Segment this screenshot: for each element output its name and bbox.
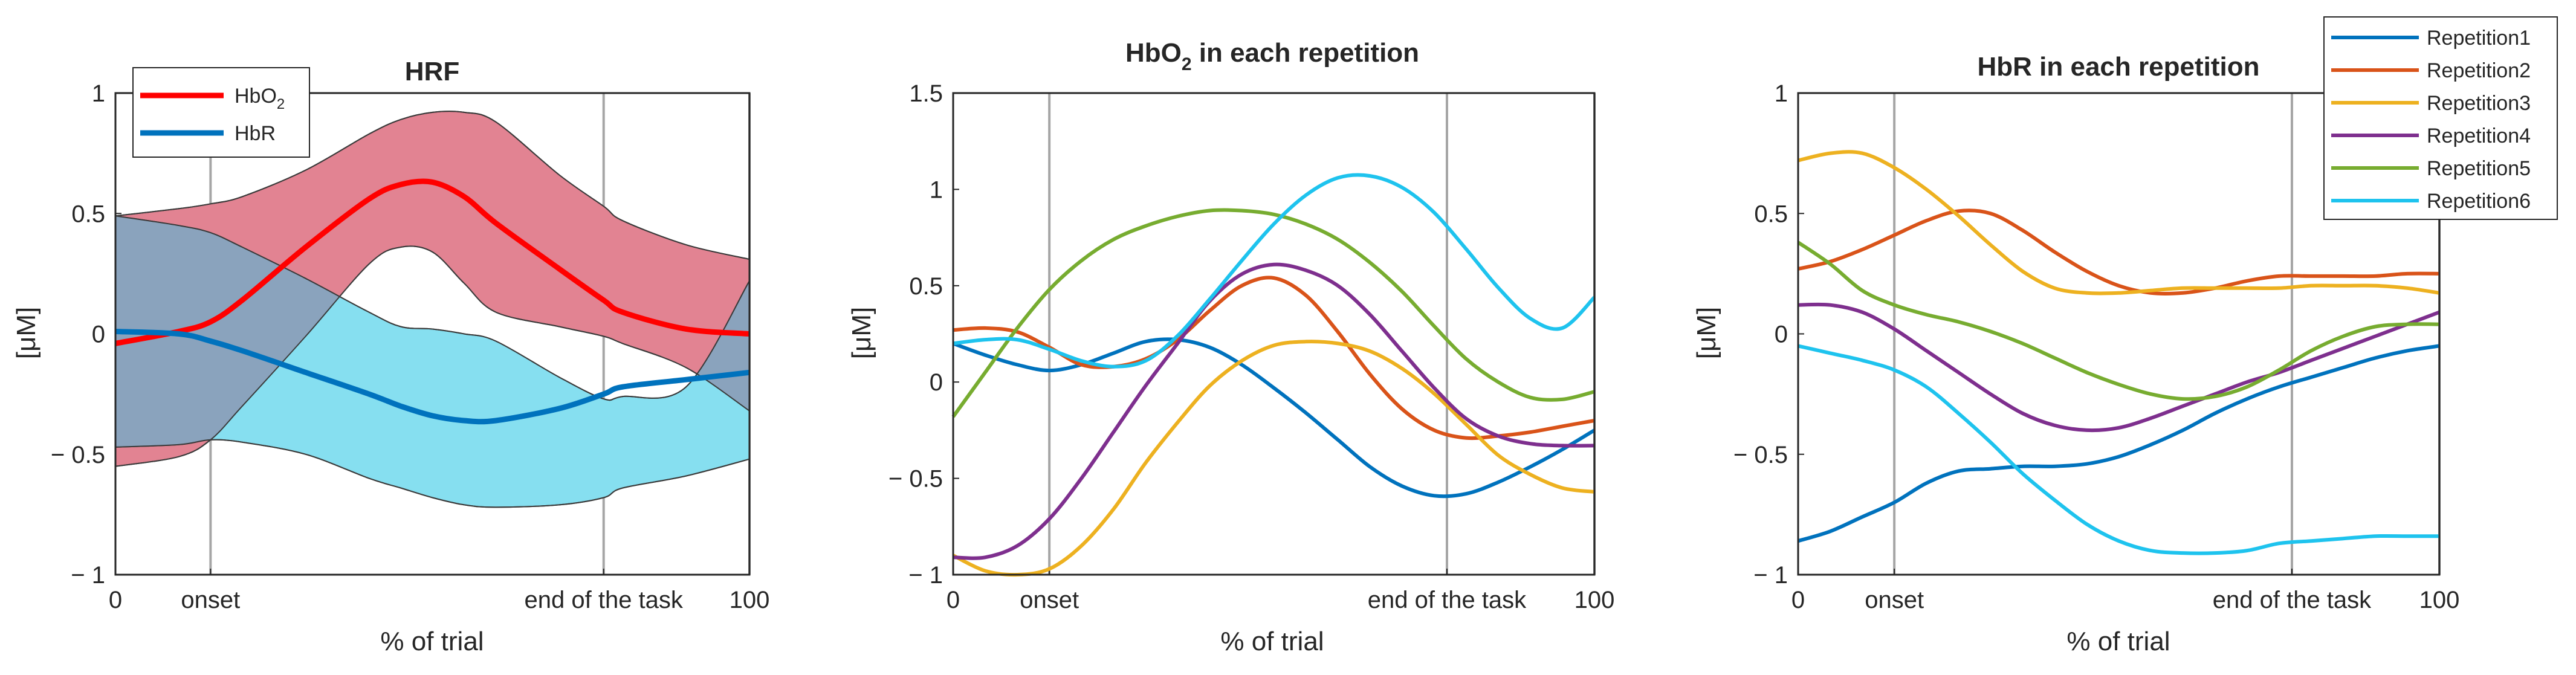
hrf-x-tick-label: 0 [109, 587, 122, 613]
hbo2-rep-y-tick-label: 1 [930, 176, 943, 203]
hrf-y-tick-label: − 1 [71, 562, 105, 589]
legend-hbo2-main: HbO [235, 85, 277, 108]
hbo2-rep-line-3 [952, 340, 1595, 577]
hbo2-rep-x-tick-label: onset [1020, 587, 1079, 613]
hbr-rep-line-6 [1798, 344, 2439, 555]
hbo2-rep-x-tick-label: 0 [947, 587, 960, 613]
hbo2-rep-y-tick-label: 0 [930, 369, 943, 396]
hbr-repetitions-title: HbR in each repetition [1978, 52, 2260, 82]
hbr-band-outline [115, 215, 750, 508]
hrf-x-ticks: 0 onset end of the task 100 [109, 569, 770, 613]
hbo2-rep-x-tick-label: 100 [1574, 587, 1615, 613]
hbr-rep-line-1 [1798, 344, 2440, 543]
hbo2-title-rest: in each repetition [1192, 38, 1420, 68]
hbr-rep-line-2 [1798, 208, 2440, 296]
hrf-title: HRF [405, 57, 459, 86]
hbr-x-axis-label: % of trial [2066, 627, 2170, 656]
hbo2-rep-line-4 [953, 262, 1595, 560]
hrf-x-axis-label: % of trial [380, 627, 484, 656]
hbr-rep-axes-frame [1797, 92, 2441, 576]
hrf-y-axis-label: [μM] [11, 307, 41, 359]
repetition-legend-box [2323, 16, 2558, 220]
hbo2-rep-line-6 [953, 173, 1596, 369]
hbr-rep-y-tick-label: 1 [1775, 80, 1788, 107]
hbo2-rep-plot-area [953, 93, 1594, 575]
hbo2-title-subscript: 2 [1182, 54, 1192, 74]
hbo2-band-outline [115, 111, 750, 467]
hbo2-rep-y-tick-label: 0.5 [909, 273, 943, 300]
hbo2-repetitions-panel: 0 onset end of the task 100 − 1 − 0.5 0 0.5 1 1.5 [888, 80, 1614, 613]
hbo2-title-main: HbO [1125, 38, 1182, 68]
hrf-x-tick-label: 100 [730, 587, 770, 613]
hrf-y-tick-label: − 0.5 [51, 442, 105, 468]
hbr-rep-line-4 [1798, 302, 2441, 433]
hbr-rep-x-ticks: 0 onset end of the task 100 [1791, 569, 2460, 613]
legend-label-repetition1: Repetition1 [2427, 27, 2531, 50]
hbo2-rep-x-tick-label: end of the task [1368, 587, 1527, 613]
legend-label-repetition6: Repetition6 [2427, 190, 2531, 213]
legend-hbo2-subscript: 2 [277, 96, 285, 112]
hrf-x-tick-label: end of the task [525, 587, 684, 613]
legend-hbr-label: HbR [235, 122, 276, 145]
hbo2-rep-line-1 [952, 337, 1596, 499]
hbr-rep-x-tick-label: onset [1865, 587, 1924, 613]
hrf-axes-frame [114, 92, 751, 576]
hbr-rep-y-tick-label: − 1 [1753, 562, 1788, 589]
legend-label-repetition2: Repetition2 [2427, 59, 2531, 82]
hrf-y-ticks: − 1 − 0.5 0 0.5 1 [51, 80, 121, 589]
legend-hbo2-label: HbO2 [235, 85, 285, 112]
hbr-rep-x-tick-label: end of the task [2213, 587, 2372, 613]
hbo2-mean-line [115, 178, 750, 346]
hbo2-rep-y-tick-label: − 0.5 [888, 466, 943, 493]
hbo2-x-axis-label: % of trial [1220, 627, 1324, 656]
hbo2-rep-x-ticks: 0 onset end of the task 100 [947, 569, 1615, 613]
hbr-rep-y-tick-label: 0 [1775, 321, 1788, 348]
hbr-rep-y-ticks: − 1 − 0.5 0 0.5 1 [1733, 80, 1804, 589]
hbo2-rep-y-ticks: − 1 − 0.5 0 0.5 1 1.5 [888, 80, 959, 589]
hrf-panel: 0 onset end of the task 100 − 1 − 0.5 0 0.5 1 HbO… [51, 67, 770, 613]
hbo2-rep-y-tick-label: 1.5 [909, 80, 943, 107]
hrf-y-tick-label: 1 [92, 80, 105, 107]
hrf-y-tick-label: 0.5 [71, 201, 105, 227]
hrf-x-tick-label: onset [181, 587, 240, 613]
hrf-legend-box [132, 67, 310, 158]
hbo2-rep-y-tick-label: − 1 [908, 562, 943, 589]
hrf-y-tick-label: 0 [92, 321, 105, 348]
legend-label-repetition3: Repetition3 [2427, 92, 2531, 115]
hbo2-y-axis-label: [μM] [847, 307, 876, 359]
hbo2-rep-axes-frame [952, 92, 1596, 576]
hbr-rep-line-5 [1797, 241, 2440, 401]
hbr-rep-x-tick-label: 100 [2419, 587, 2460, 613]
hbr-repetitions-panel: 0 onset end of the task 100 − 1 − 0.5 0 0.5 1 Rep… [1733, 16, 2558, 613]
hbr-rep-x-tick-label: 0 [1791, 587, 1805, 613]
repetition-legend: Repetition1 Repetition2 Repetition3 Repetit… [2323, 16, 2558, 220]
hbr-rep-line-3 [1798, 150, 2440, 296]
legend-label-repetition4: Repetition4 [2427, 124, 2531, 147]
hbo2-repetitions-title: HbO2 in each repetition [1125, 38, 1419, 74]
legend-label-repetition5: Repetition5 [2427, 157, 2531, 180]
hbr-rep-y-tick-label: 0.5 [1754, 201, 1788, 227]
hbo2-rep-line-5 [951, 208, 1595, 418]
hbr-rep-y-tick-label: − 0.5 [1733, 442, 1788, 468]
hbr-y-axis-label: [μM] [1692, 307, 1721, 359]
hbr-mean-line [115, 329, 750, 425]
